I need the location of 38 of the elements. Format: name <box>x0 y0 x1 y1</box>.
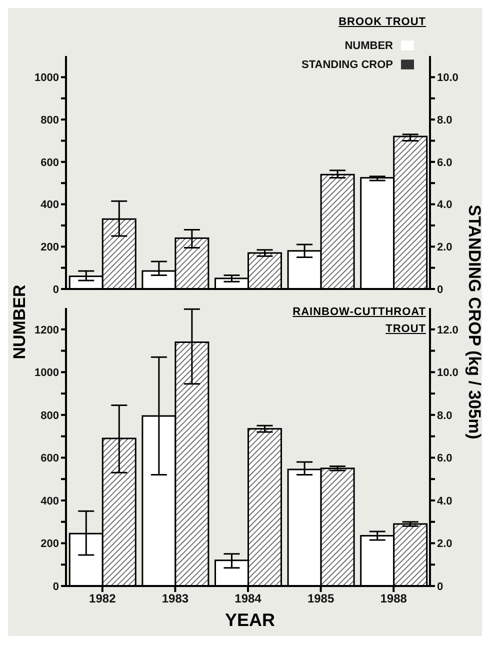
y2-axis-title: STANDING CROP (kg / 305m) <box>464 204 484 440</box>
y2-tick-label: 10.0 <box>437 72 458 84</box>
y-tick-label: 200 <box>40 242 59 254</box>
chart-title: BROOK TROUT <box>338 15 426 30</box>
y2-tick-label: 4.0 <box>437 495 452 508</box>
x-tick-label: 1983 <box>162 592 189 606</box>
legend-label: NUMBER <box>344 40 393 52</box>
y2-tick-label: 0 <box>437 284 444 296</box>
x-tick-label: 1984 <box>234 592 262 606</box>
y-tick-label: 200 <box>40 538 59 550</box>
y-tick-label: 0 <box>52 580 59 593</box>
x-tick-label: 1982 <box>89 592 116 606</box>
y-axis-title: NUMBER <box>10 284 30 360</box>
y-tick-label: 0 <box>52 284 59 296</box>
y-tick-label: 400 <box>40 199 59 212</box>
y2-tick-label: 8.0 <box>437 114 452 126</box>
y2-tick-label: 10.0 <box>437 367 458 380</box>
y2-tick-label: 6.0 <box>437 452 452 465</box>
y-tick-label: 600 <box>40 156 59 169</box>
y2-tick-label: 12.0 <box>437 324 458 336</box>
legend-label: STANDING CROP <box>302 59 393 71</box>
y2-tick-label: 2.0 <box>437 242 452 254</box>
text: RAINBOW-CUTTHROAT TROUT <box>292 305 426 337</box>
y-tick-label: 600 <box>40 452 59 465</box>
x-axis-title: YEAR <box>224 610 276 632</box>
y-tick-label: 1000 <box>34 72 59 84</box>
y2-tick-label: 8.0 <box>437 410 452 422</box>
y-tick-label: 1200 <box>34 324 59 336</box>
y2-tick-label: 0 <box>437 580 444 593</box>
y-tick-label: 1000 <box>34 367 59 380</box>
y2-tick-label: 2.0 <box>437 538 452 550</box>
x-tick-label: 1985 <box>307 592 334 606</box>
x-tick-label: 1988 <box>380 592 408 606</box>
y2-tick-label: 6.0 <box>437 156 452 169</box>
y2-tick-label: 4.0 <box>437 199 452 212</box>
y-tick-label: 800 <box>40 114 59 126</box>
y-tick-label: 400 <box>40 495 59 508</box>
y-tick-label: 800 <box>40 410 59 422</box>
